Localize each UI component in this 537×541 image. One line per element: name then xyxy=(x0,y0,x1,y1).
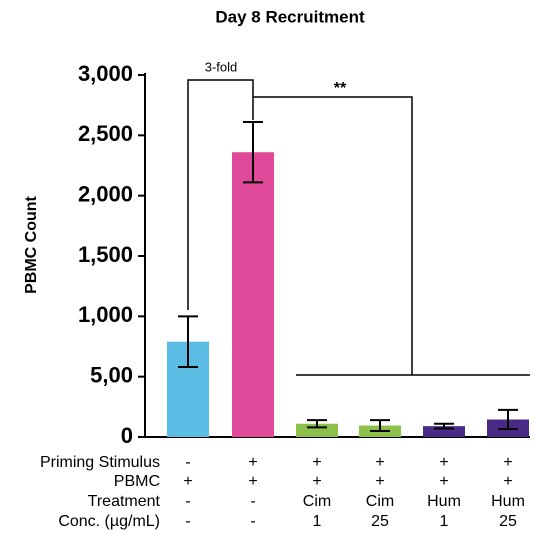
row-label: Treatment xyxy=(88,493,161,510)
y-tick-label: 0 xyxy=(121,423,133,448)
bar xyxy=(423,426,465,437)
annotation: 3-fold xyxy=(205,59,238,74)
category-label: 1 xyxy=(440,513,449,530)
error-bar xyxy=(307,419,327,429)
category-label: + xyxy=(439,454,448,471)
category-label: + xyxy=(503,454,512,471)
category-label: - xyxy=(185,493,190,510)
category-label: + xyxy=(312,473,321,490)
error-bar xyxy=(370,419,390,432)
category-label: 25 xyxy=(499,513,517,530)
category-label: Hum xyxy=(491,493,525,510)
category-label: - xyxy=(185,454,190,471)
category-label: + xyxy=(439,473,448,490)
category-label: Hum xyxy=(427,493,461,510)
category-label: + xyxy=(312,454,321,471)
category-label: - xyxy=(250,493,255,510)
category-label: + xyxy=(248,454,257,471)
category-label: 1 xyxy=(313,513,322,530)
y-tick-label: 1,500 xyxy=(78,242,133,267)
y-axis-label: PBMC Count xyxy=(23,195,40,293)
bar xyxy=(232,152,274,437)
y-tick-label: 1,000 xyxy=(78,302,133,327)
error-bar xyxy=(243,121,263,184)
row-label: Conc. (µg/mL) xyxy=(58,513,160,530)
category-label: Cim xyxy=(366,493,394,510)
error-bar xyxy=(434,422,454,430)
category-label: + xyxy=(503,473,512,490)
annotation: ** xyxy=(334,80,347,97)
row-label: PBMC xyxy=(114,473,160,490)
bracket xyxy=(253,96,530,376)
category-label: + xyxy=(248,473,257,490)
category-label: - xyxy=(250,513,255,530)
category-label: - xyxy=(185,513,190,530)
bar xyxy=(296,423,338,437)
y-tick-label: 2,500 xyxy=(78,121,133,146)
chart-title: Day 8 Recruitment xyxy=(215,7,365,26)
category-label: Cim xyxy=(303,493,331,510)
y-tick-label: 5,00 xyxy=(90,362,133,387)
y-tick-label: 3,000 xyxy=(78,61,133,86)
category-label: 25 xyxy=(371,513,389,530)
row-label: Priming Stimulus xyxy=(40,454,160,471)
category-label: + xyxy=(375,454,384,471)
error-bar xyxy=(178,315,198,369)
category-label: + xyxy=(183,473,192,490)
error-bar xyxy=(498,408,518,431)
bracket xyxy=(187,79,254,310)
y-tick-label: 2,000 xyxy=(78,181,133,206)
category-label: + xyxy=(375,473,384,490)
